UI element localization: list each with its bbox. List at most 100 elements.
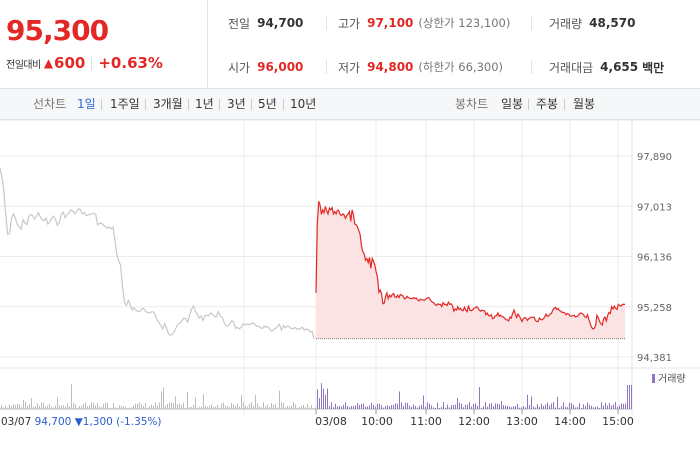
stat-value: 94,700 bbox=[257, 16, 304, 30]
volume-bar bbox=[199, 406, 200, 409]
volume-bar bbox=[509, 406, 510, 409]
tab-5-years[interactable]: 5년 bbox=[258, 97, 277, 111]
volume-bar bbox=[341, 406, 342, 409]
volume-bar bbox=[43, 402, 44, 409]
volume-bar bbox=[503, 405, 504, 409]
stat-sub: (상한가 123,100) bbox=[418, 16, 511, 30]
volume-bar bbox=[105, 402, 106, 409]
prev-day-change: 1,300 bbox=[83, 416, 116, 428]
volume-bar bbox=[471, 406, 472, 409]
stat-label: 전일 bbox=[228, 16, 251, 31]
volume-bar bbox=[239, 406, 240, 409]
volume-bar bbox=[139, 402, 140, 409]
volume-bar bbox=[345, 402, 346, 409]
volume-bar bbox=[455, 404, 456, 409]
volume-bar bbox=[89, 405, 90, 409]
volume-bar bbox=[477, 405, 478, 409]
tab-1-week[interactable]: 1주일 bbox=[110, 97, 140, 111]
stat-label: 고가 bbox=[338, 16, 361, 31]
volume-bar bbox=[383, 407, 384, 409]
volume-bar bbox=[319, 398, 320, 409]
volume-bar bbox=[53, 407, 54, 409]
volume-bar bbox=[293, 402, 294, 409]
volume-bar bbox=[85, 402, 86, 409]
volume-bar bbox=[351, 406, 352, 409]
stat-label: 저가 bbox=[338, 60, 361, 75]
volume-bar bbox=[407, 402, 408, 409]
volume-bar bbox=[107, 403, 108, 409]
tab-daily-candle[interactable]: 일봉 bbox=[501, 97, 524, 111]
volume-bar bbox=[565, 406, 566, 409]
volume-bar bbox=[133, 405, 134, 409]
volume-bar bbox=[413, 404, 414, 409]
volume-bar bbox=[245, 405, 246, 409]
volume-bar bbox=[501, 401, 502, 409]
series-line-today bbox=[315, 201, 625, 330]
prev-day-date: 03/07 bbox=[1, 416, 35, 428]
current-price: 95,300 bbox=[6, 14, 109, 47]
volume-bar bbox=[513, 406, 514, 409]
volume-bar bbox=[221, 403, 222, 409]
volume-bar bbox=[627, 385, 628, 409]
volume-bar bbox=[123, 406, 124, 409]
volume-bar bbox=[113, 403, 114, 409]
stat-prev-close: 전일 94,700 bbox=[228, 13, 303, 33]
volume-bar bbox=[429, 403, 430, 409]
volume-bar bbox=[569, 402, 570, 409]
volume-bar bbox=[449, 407, 450, 409]
volume-bar bbox=[61, 405, 62, 409]
volume-bar bbox=[403, 406, 404, 409]
volume-bar bbox=[41, 402, 42, 409]
volume-bar bbox=[195, 397, 196, 409]
volume-bar bbox=[571, 403, 572, 409]
volume-bar bbox=[263, 402, 264, 409]
volume-bar bbox=[153, 405, 154, 409]
volume-bar bbox=[559, 407, 560, 409]
volume-bar bbox=[451, 405, 452, 409]
stat-unit: 백만 bbox=[642, 60, 665, 75]
volume-bar bbox=[29, 404, 30, 409]
volume-bar bbox=[297, 407, 298, 409]
volume-bar bbox=[621, 403, 622, 409]
volume-bar bbox=[179, 403, 180, 409]
volume-bar bbox=[191, 407, 192, 409]
volume-bar bbox=[289, 406, 290, 409]
volume-bar bbox=[417, 407, 418, 409]
volume-bar bbox=[575, 407, 576, 409]
chart-tab-bar: 선차트 1일 1주일 3개월 1년 3년 5년 10년 봉차트 일봉 주봉 월봉 bbox=[0, 89, 700, 120]
tab-monthly-candle[interactable]: 월봉 bbox=[573, 97, 596, 111]
divider bbox=[531, 60, 532, 74]
volume-bar bbox=[131, 407, 132, 409]
prev-day-percent: (-1.35%) bbox=[116, 416, 161, 428]
tab-3-months[interactable]: 3개월 bbox=[153, 97, 183, 111]
tab-weekly-candle[interactable]: 주봉 bbox=[536, 97, 559, 111]
quote-header: 95,300 전일대비 ▲ 600 +0.63% 전일 94,700 고가 97… bbox=[0, 0, 700, 89]
volume-bar bbox=[387, 405, 388, 409]
volume-bar bbox=[541, 403, 542, 409]
up-arrow-icon: ▲ bbox=[43, 56, 54, 70]
volume-bar bbox=[303, 404, 304, 409]
volume-bar bbox=[511, 407, 512, 409]
volume-bar bbox=[213, 407, 214, 409]
divider bbox=[283, 99, 284, 110]
tab-3-years[interactable]: 3년 bbox=[227, 97, 246, 111]
tab-1-day[interactable]: 1일 bbox=[77, 97, 96, 111]
volume-bar bbox=[165, 405, 166, 409]
volume-bar bbox=[287, 405, 288, 409]
volume-bar bbox=[247, 406, 248, 409]
volume-bar bbox=[425, 406, 426, 409]
volume-bar bbox=[347, 405, 348, 409]
volume-bar bbox=[23, 399, 24, 409]
volume-bar bbox=[63, 405, 64, 409]
line-chart-label: 선차트 bbox=[33, 97, 67, 111]
volume-bar bbox=[299, 407, 300, 409]
tab-10-years[interactable]: 10년 bbox=[290, 97, 317, 111]
volume-bar bbox=[177, 404, 178, 409]
volume-bar bbox=[187, 392, 188, 409]
volume-bar bbox=[271, 403, 272, 409]
tab-1-year[interactable]: 1년 bbox=[195, 97, 214, 111]
stat-label: 거래대금 bbox=[549, 60, 594, 75]
volume-bar bbox=[555, 407, 556, 409]
volume-bar bbox=[607, 405, 608, 409]
volume-bar bbox=[427, 402, 428, 409]
